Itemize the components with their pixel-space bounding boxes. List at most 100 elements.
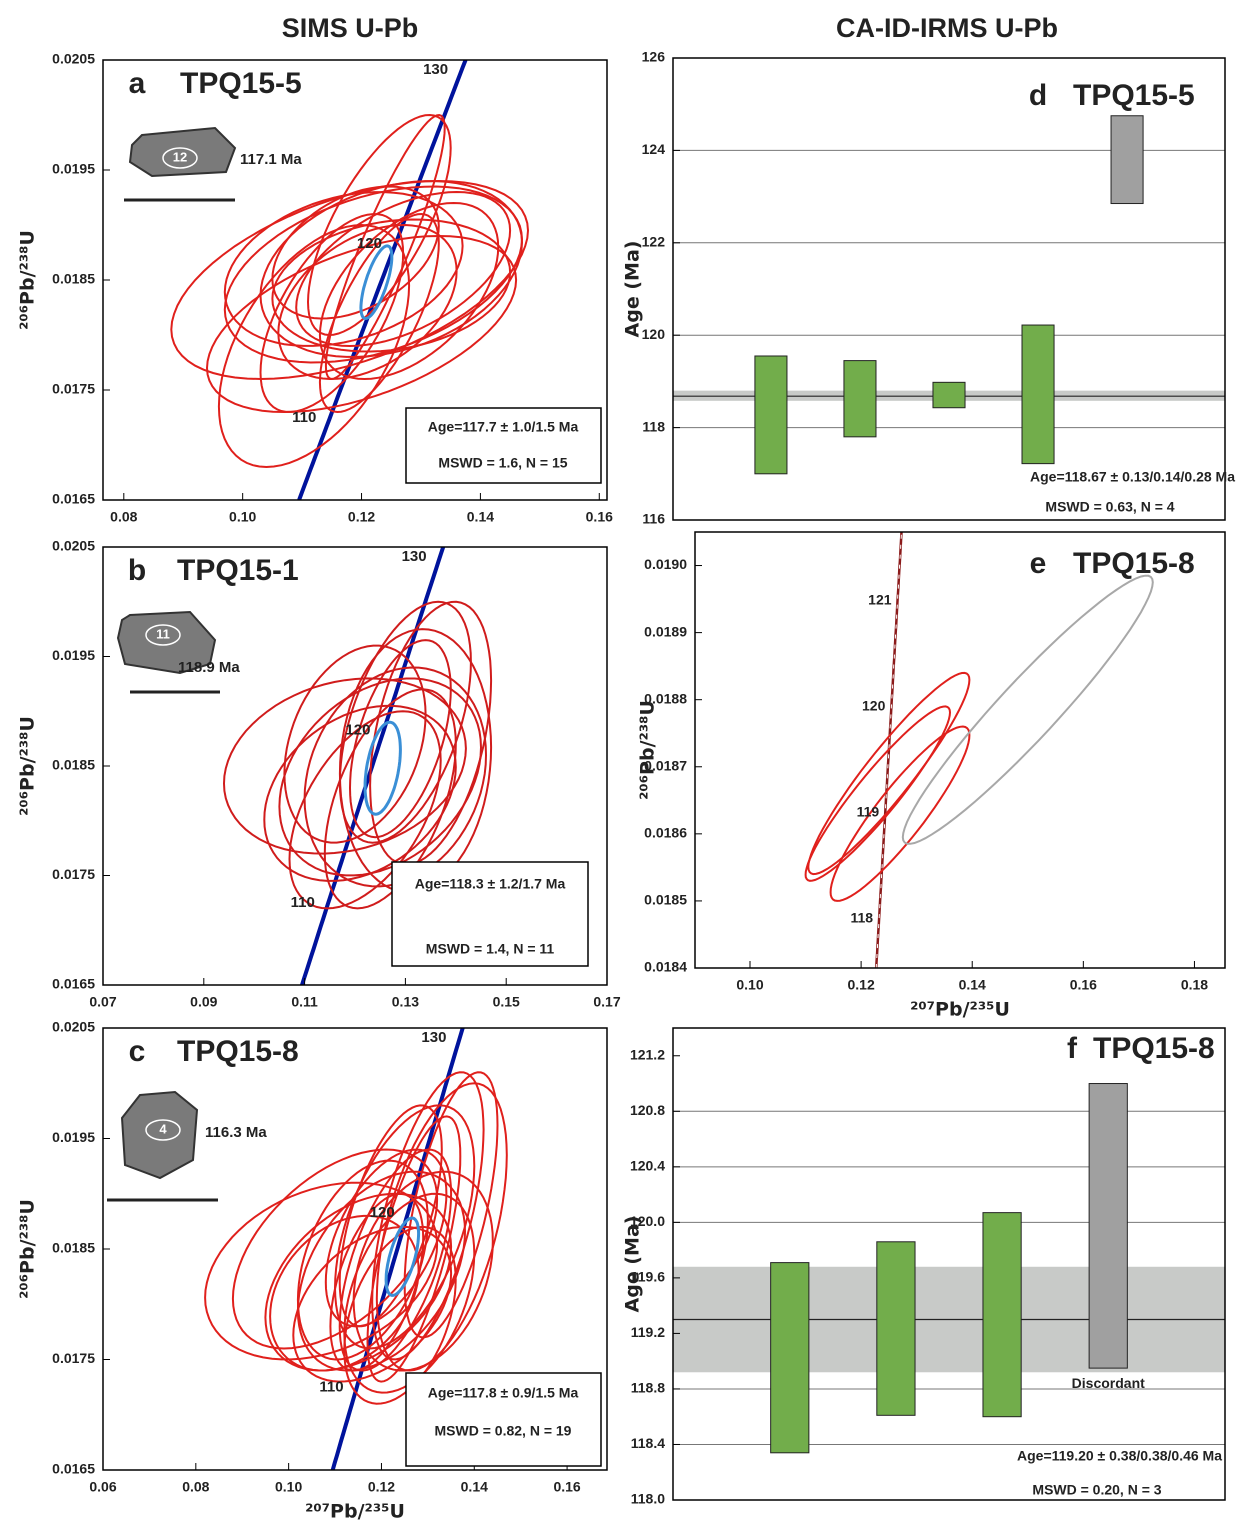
y-tick-label: 120.8 (630, 1102, 665, 1118)
error-ellipse (306, 113, 452, 337)
error-ellipse (205, 234, 518, 414)
y-axis-label: ²⁰⁶Pb/²³⁸U (637, 700, 659, 800)
age-bar (876, 1241, 916, 1416)
error-ellipse (288, 710, 442, 910)
error-ellipse (318, 201, 500, 381)
error-ellipse (296, 1159, 429, 1361)
error-ellipse (259, 180, 524, 358)
error-ellipse (323, 688, 457, 910)
error-ellipse (369, 600, 493, 866)
bar-label: Discordant (1072, 1375, 1145, 1391)
error-ellipse (263, 704, 457, 882)
x-tick-label: 0.18 (1181, 977, 1208, 993)
y-tick-label: 0.0186 (644, 825, 687, 841)
age-bar (932, 381, 966, 409)
error-ellipse (343, 1192, 476, 1394)
annotation: MSWD = 0.63, N = 4 (1045, 499, 1174, 515)
x-axis-label: ²⁰⁷Pb/²³⁵U (305, 1501, 405, 1523)
y-tick-label: 0.0195 (52, 161, 95, 177)
error-ellipse (295, 190, 512, 348)
x-tick-label: 0.14 (467, 509, 494, 525)
y-tick-label: 119.2 (631, 1324, 665, 1340)
y-tick-label: 121.2 (630, 1046, 665, 1062)
x-tick-label: 0.10 (229, 509, 256, 525)
y-tick-label: 120.4 (630, 1158, 665, 1174)
x-tick-label: 0.17 (593, 994, 620, 1010)
error-ellipse (363, 720, 402, 816)
x-tick-label: 0.14 (461, 1479, 488, 1495)
y-tick-label: 0.0205 (52, 1019, 95, 1035)
concordia-age-label: 110 (319, 1378, 343, 1395)
y-tick-label: 0.0195 (52, 1129, 95, 1145)
y-tick-label: 126 (642, 49, 666, 65)
y-tick-label: 122 (642, 234, 666, 250)
x-tick-label: 0.10 (736, 977, 763, 993)
age-bar (1088, 1083, 1128, 1369)
annotation: Age=117.7 ± 1.0/1.5 Ma (428, 419, 579, 435)
y-tick-label: 124 (642, 141, 666, 157)
concordia-age-label: 118 (850, 910, 873, 926)
plot-frame (694, 531, 1226, 969)
concordia-age-label: 120 (862, 698, 886, 714)
y-axis-label: ²⁰⁶Pb/²³⁸U (17, 716, 39, 816)
y-tick-label: 0.0175 (52, 381, 95, 397)
error-ellipse (384, 1216, 421, 1297)
column-title: SIMS U-Pb (282, 13, 419, 43)
concordia-age-label: 130 (423, 61, 448, 78)
x-tick-label: 0.08 (110, 509, 137, 525)
error-ellipse (170, 179, 530, 381)
error-ellipse (223, 191, 464, 347)
y-tick-label: 118.0 (631, 1491, 665, 1507)
panel: 116 118 120 122 124 126 d TPQ15-5 Age (Ma) Age=11… (622, 49, 1236, 527)
y-tick-label: 0.0185 (52, 1240, 95, 1256)
y-tick-label: 118 (642, 418, 665, 434)
annotation: Age=118.3 ± 1.2/1.7 Ma (415, 876, 566, 892)
y-tick-label: 0.0165 (52, 491, 95, 507)
annotation: MSWD = 1.6, N = 15 (438, 455, 567, 471)
plot-area (673, 115, 1225, 475)
y-axis-label: Age (Ma) (622, 241, 644, 338)
annotation: Age=119.20 ± 0.38/0.38/0.46 Ma (1017, 1448, 1222, 1464)
error-ellipse (318, 212, 440, 414)
plot-frame (672, 57, 1226, 521)
x-tick-label: 0.13 (392, 994, 419, 1010)
plot-area (804, 532, 1154, 968)
x-tick-label: 0.10 (275, 1479, 302, 1495)
column-title: CA-ID-IRMS U-Pb (836, 13, 1058, 43)
spot-age: 118.9 Ma (178, 659, 240, 676)
plot-area (204, 1028, 508, 1470)
y-tick-label: 116 (642, 511, 665, 527)
concordia-curve (330, 1028, 465, 1470)
y-tick-label: 0.0188 (644, 690, 687, 706)
panel-label: a (129, 67, 146, 100)
annotation-box (391, 861, 589, 967)
panel-title: TPQ15-8 (1093, 1032, 1215, 1065)
panel-label: e (1030, 547, 1047, 580)
zircon-image (116, 610, 217, 675)
panel-label: d (1029, 79, 1047, 112)
x-tick-label: 0.12 (368, 1479, 395, 1495)
y-tick-label: 0.0205 (52, 51, 95, 67)
y-tick-label: 0.0165 (52, 1461, 95, 1477)
panel-label: f (1067, 1032, 1078, 1065)
annotation-box (405, 1372, 602, 1467)
age-bar (1021, 324, 1055, 465)
concordia-age-label: 130 (421, 1029, 446, 1046)
panel: 118.0 118.4 118.8 119.2 119.6 120.0 120.4 120.8… (622, 1027, 1226, 1507)
x-tick-label: 0.16 (1070, 977, 1097, 993)
plot-frame (102, 546, 608, 986)
y-tick-label: 0.0184 (644, 959, 687, 975)
panel-title: TPQ15-5 (1073, 79, 1195, 112)
age-bar (843, 360, 877, 438)
y-tick-label: 118.8 (631, 1380, 665, 1396)
y-tick-label: 0.0175 (52, 866, 95, 882)
x-tick-label: 0.12 (348, 509, 375, 525)
error-ellipse (807, 671, 971, 876)
x-axis-label: ²⁰⁷Pb/²³⁵U (910, 999, 1010, 1021)
x-tick-label: 0.07 (89, 994, 116, 1010)
panel: 0.0165 0.0175 0.0185 0.0195 0.0205 0.06 0.08 0.… (17, 1019, 608, 1523)
error-ellipse (375, 1082, 508, 1372)
annotation-box (405, 407, 602, 484)
concordia-age-label: 110 (292, 409, 316, 426)
